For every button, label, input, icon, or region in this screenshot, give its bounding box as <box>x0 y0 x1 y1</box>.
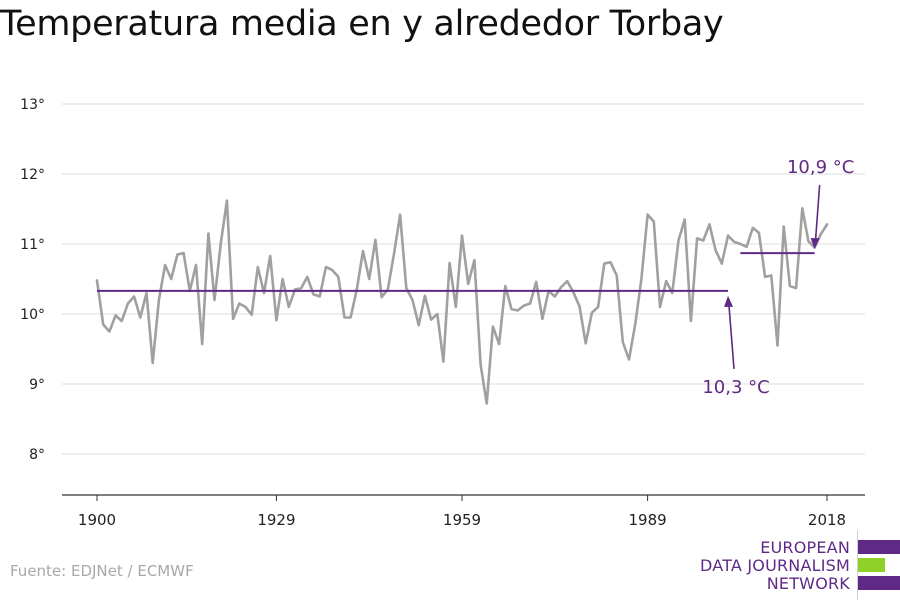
x-tick-label: 1900 <box>78 511 116 529</box>
y-tick-label: 13° <box>20 97 45 113</box>
y-tick-label: 9° <box>29 377 45 393</box>
logo-line-3: NETWORK <box>766 574 850 593</box>
y-tick-label: 10° <box>20 307 45 323</box>
source-label: Fuente: EDJNet / ECMWF <box>10 562 194 580</box>
logo-divider <box>857 530 858 600</box>
logo-bar-bottom <box>858 576 900 590</box>
x-tick-label: 2018 <box>808 511 846 529</box>
annotation-label-1: 10,3 °C <box>702 377 769 398</box>
annotation-arrow-1 <box>728 305 735 369</box>
grid-layer <box>62 103 865 455</box>
logo-line-2: DATA JOURNALISM <box>700 556 850 575</box>
annotation-arrowhead-1 <box>724 295 734 307</box>
y-tick-label: 11° <box>20 237 45 253</box>
annotation-arrow-2 <box>814 185 821 240</box>
annotation-arrowhead-2 <box>810 238 820 250</box>
y-tick-label: 8° <box>29 447 45 463</box>
chart-title: Temperatura media en y alrededor Torbay <box>0 4 724 44</box>
logo-line-1: EUROPEAN <box>760 538 850 557</box>
average-layer: 10,3 °C 10,9 °C <box>97 157 854 398</box>
edjnet-logo: EUROPEAN DATA JOURNALISM NETWORK <box>700 530 900 600</box>
series-layer <box>95 199 829 405</box>
temperature-series-line <box>95 199 829 405</box>
y-tick-label: 12° <box>20 167 45 183</box>
logo-bar-top <box>858 540 900 554</box>
x-axis-ticks: 1900 1929 1959 1989 2018 <box>78 495 846 529</box>
x-tick-label: 1959 <box>443 511 481 529</box>
logo-bar-middle <box>858 558 885 572</box>
annotation-label-2: 10,9 °C <box>787 157 854 178</box>
x-tick-label: 1989 <box>628 511 666 529</box>
y-axis-ticks: 8° 9° 10° 11° 12° 13° <box>20 97 45 463</box>
x-tick-label: 1929 <box>257 511 295 529</box>
